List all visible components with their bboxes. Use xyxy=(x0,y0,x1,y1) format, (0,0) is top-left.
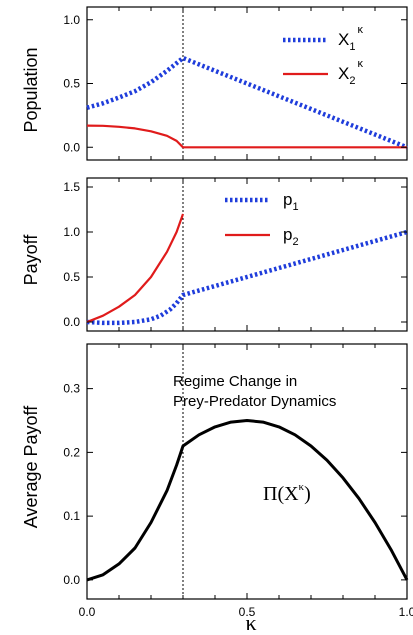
legend-p2-label: p2 xyxy=(283,225,299,248)
payoff-ylabel: Payoff xyxy=(21,234,41,286)
average-payoff-xtick-label: 0.5 xyxy=(239,605,256,619)
population-ytick-label: 0.0 xyxy=(63,140,80,154)
average-payoff-ytick-label: 0.0 xyxy=(63,573,80,587)
payoff-panel: Payoff 0.0 0.5 1.0 1.5 p1 p2 xyxy=(21,177,408,332)
population-ytick-label: 0.5 xyxy=(63,77,80,91)
regime-change-annotation-line2: Prey-Predator Dynamics xyxy=(173,393,336,410)
population-panel: Population 0.0 0.5 1.0 X1κ X2κ xyxy=(21,6,408,161)
regime-change-annotation-line1: Regime Change in xyxy=(173,373,297,390)
legend-p1-label: p1 xyxy=(283,190,299,213)
average-payoff-series-1-line xyxy=(86,419,409,582)
payoff-series-1-line xyxy=(86,229,408,326)
population-series-2-line xyxy=(86,124,407,149)
kappa-xlabel: κ xyxy=(245,610,256,635)
average-payoff-xtick-label: 0.0 xyxy=(79,605,96,619)
payoff-legend: p1 p2 xyxy=(225,190,299,248)
population-series-1-line xyxy=(86,55,408,150)
average-payoff-ytick-label: 0.1 xyxy=(63,509,80,523)
payoff-ytick-label: 0.0 xyxy=(63,315,80,329)
payoff-ytick-label: 0.5 xyxy=(63,270,80,284)
average-payoff-xtick-label: 1.0 xyxy=(399,605,413,619)
payoff-ytick-label: 1.0 xyxy=(63,225,80,239)
pi-series-label: Π(Xκ) xyxy=(263,481,311,505)
average-payoff-ylabel: Average Payoff xyxy=(21,405,41,528)
legend-x2-label: X2κ xyxy=(338,58,363,87)
payoff-ytick-label: 1.5 xyxy=(63,180,80,194)
population-ytick-label: 1.0 xyxy=(63,13,80,27)
average-payoff-panel: Average Payoff 0.0 0.1 0.2 0.3 0.0 0.5 1.0 Reg… xyxy=(21,343,413,635)
average-payoff-ytick-label: 0.2 xyxy=(63,445,80,459)
payoff-series-2-line xyxy=(86,213,185,324)
population-ylabel: Population xyxy=(21,47,41,132)
legend-x1-label: X1κ xyxy=(338,24,363,53)
average-payoff-ytick-label: 0.3 xyxy=(63,382,80,396)
population-legend: X1κ X2κ xyxy=(283,24,363,87)
